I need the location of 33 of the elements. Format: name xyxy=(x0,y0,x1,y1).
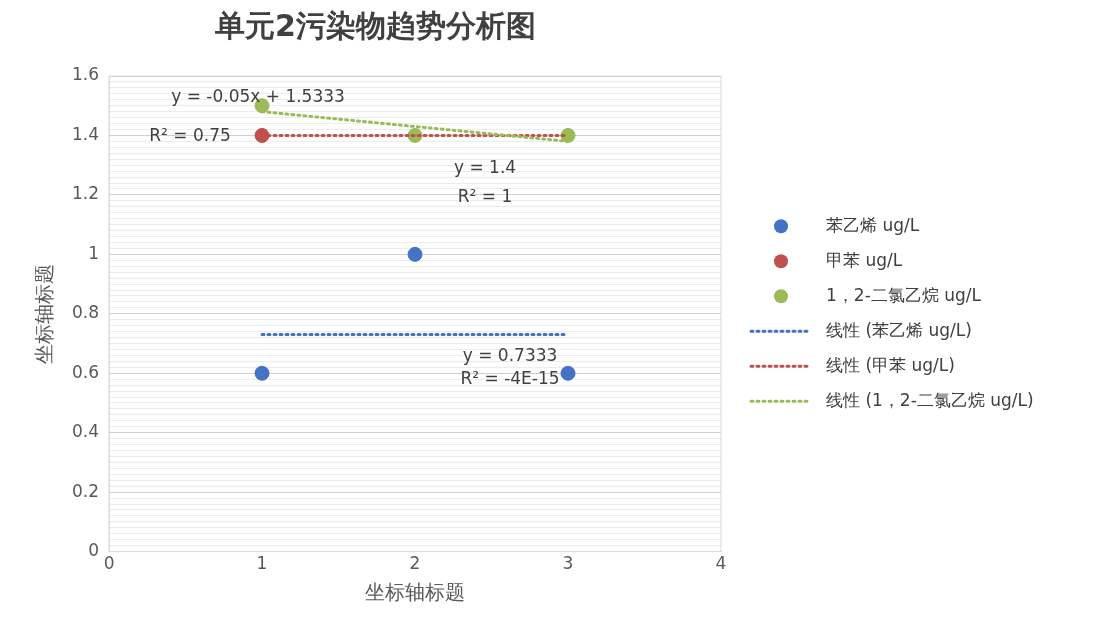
annotation: R² = 0.75 xyxy=(149,125,231,146)
y-tick-label: 0 xyxy=(88,540,100,561)
y-tick-label: 0.4 xyxy=(71,421,100,442)
annotation: R² = -4E-15 xyxy=(460,368,560,389)
y-tick-label: 1 xyxy=(88,242,100,263)
x-tick-label: 3 xyxy=(562,553,574,574)
annotation: y = -0.05x + 1.5333 xyxy=(171,86,345,107)
chart-title: 单元2污染物趋势分析图 xyxy=(214,7,536,43)
legend-label: 1，2-二氯乙烷 ug/L xyxy=(826,284,982,305)
y-tick-label: 0.6 xyxy=(71,361,100,382)
x-tick-label: 2 xyxy=(409,553,421,574)
point xyxy=(560,365,576,381)
legend-label: 线性 (苯乙烯 ug/L) xyxy=(826,319,972,340)
point xyxy=(254,127,270,143)
y-axis-title: 坐标轴标题 xyxy=(32,263,57,364)
annotation: y = 0.7333 xyxy=(462,345,558,366)
annotation: R² = 1 xyxy=(457,185,513,206)
x-tick-label: 4 xyxy=(715,553,727,574)
legend-label: 苯乙烯 ug/L xyxy=(826,214,920,235)
legend-label: 线性 (甲苯 ug/L) xyxy=(826,354,955,375)
y-tick-label: 1.2 xyxy=(71,183,100,204)
x-axis-title: 坐标轴标题 xyxy=(365,580,466,605)
y-tick-label: 1.6 xyxy=(71,64,100,85)
point xyxy=(254,365,270,381)
x-tick-label: 0 xyxy=(103,553,115,574)
annotation: y = 1.4 xyxy=(453,156,517,177)
point xyxy=(407,246,423,262)
y-tick-label: 0.8 xyxy=(71,302,100,323)
legend-label: 线性 (1，2-二氯乙烷 ug/L) xyxy=(826,389,1034,410)
legend-label: 甲苯 ug/L xyxy=(826,249,903,270)
x-tick-label: 1 xyxy=(256,553,268,574)
y-tick-label: 0.2 xyxy=(71,480,100,501)
y-tick-label: 1.4 xyxy=(71,123,100,144)
